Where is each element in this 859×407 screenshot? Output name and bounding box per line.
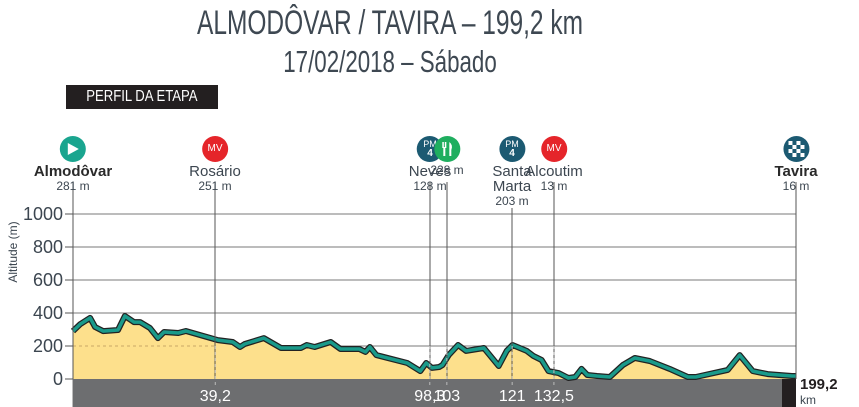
profile-badge-label: PERFIL DA ETAPA [86,88,198,105]
stage-date: 17/02/2018 – Sábado [283,44,497,79]
svg-text:800: 800 [33,237,63,257]
svg-text:0: 0 [53,369,63,389]
pm4-icon: PM 4 [498,136,525,162]
svg-text:199,2: 199,2 [800,376,838,393]
svg-text:132,5: 132,5 [534,388,574,405]
stage-title: ALMODÔVAR / TAVIRA – 199,2 km [197,4,583,42]
finish-block [782,379,796,407]
marker-rosário: MV Rosário 251 m [189,136,241,193]
marker-name: Neves [408,163,452,180]
svg-text:103: 103 [433,388,460,405]
finish-icon [783,136,809,162]
svg-text:600: 600 [33,270,63,290]
mv-icon: MV [541,136,567,162]
marker-santa-marta: PM 4 Santa Marta 203 m [492,136,532,208]
marker-altitude: 13 m [540,179,568,193]
feed-zone-icon [433,136,460,162]
marker-feed-zone: 228 m [430,136,464,177]
marker-alcoutim: MV Alcoutim 13 m [525,136,583,193]
mv-icon: MV [202,136,228,162]
marker-name: Alcoutim [525,163,583,180]
marker-name: Tavira [774,163,818,180]
start-icon [59,136,86,162]
marker-altitude: 228 m [430,163,464,177]
y-axis: 0 200 400 600 800 1000 [23,204,73,389]
marker-altitude: 16 m [782,179,810,193]
y-axis-title: Altitude (m) [6,221,20,282]
marker-name: Marta [492,178,532,195]
marker-tavira: Tavira 16 m [774,136,818,193]
marker-name: Rosário [189,163,241,180]
marker-altitude: 203 m [495,194,529,208]
marker-altitude: 281 m [56,179,90,193]
svg-text:1000: 1000 [23,204,63,224]
svg-text:121: 121 [499,388,526,405]
profile-line [71,314,796,380]
base-band [73,379,796,407]
profile-badge: PERFIL DA ETAPA [66,85,218,109]
svg-text:km: km [800,393,816,407]
svg-text:39,2: 39,2 [200,388,231,405]
marker-altitude: 251 m [198,179,232,193]
svg-text:400: 400 [33,303,63,323]
marker-almodôvar: Almodôvar 281 m [34,136,112,193]
marker-name: Almodôvar [33,163,113,180]
profile-area [73,316,796,379]
marker-name: Santa [492,163,532,180]
marker-altitude: 128 m [413,179,447,193]
svg-text:98,3: 98,3 [414,388,445,405]
svg-text:200: 200 [33,336,63,356]
